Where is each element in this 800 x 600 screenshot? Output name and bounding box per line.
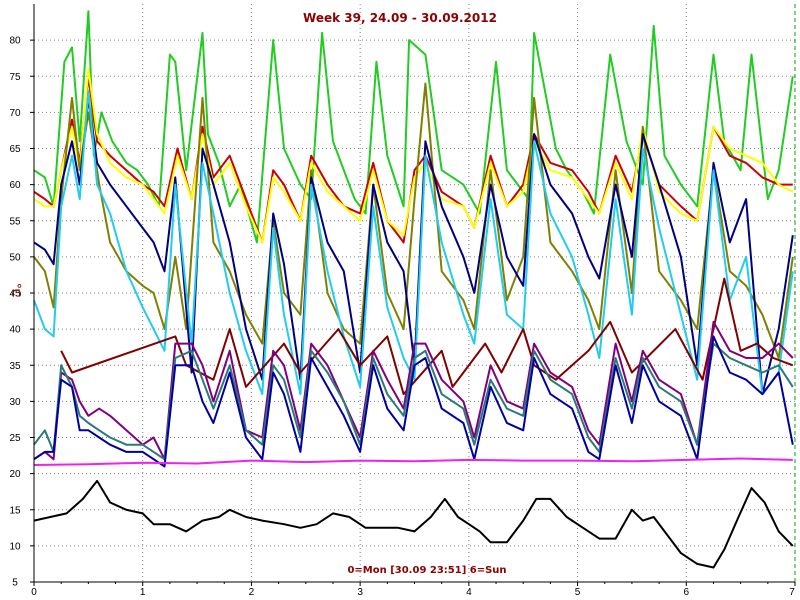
- series-lines: [33, 10, 794, 569]
- y-tick-label: 20: [9, 469, 21, 480]
- series-line-6: [33, 89, 794, 396]
- x-tick-label: 7: [789, 587, 795, 598]
- x-tick-label: 5: [575, 587, 581, 598]
- y-tick-label: 55: [9, 216, 21, 227]
- x-tick-label: 4: [466, 587, 472, 598]
- y-tick-label: 65: [9, 144, 21, 155]
- x-axis-label: 0=Mon [30.09 23:51] 6=Sun: [347, 565, 506, 576]
- x-tick-label: 1: [140, 587, 146, 598]
- x-tick-label: 6: [684, 587, 690, 598]
- y-tick-label: 40: [9, 325, 21, 336]
- y-tick-label: 5: [12, 578, 18, 589]
- y-tick-label: 10: [9, 541, 21, 552]
- series-line-11: [33, 457, 793, 466]
- y-tick-label: 25: [9, 433, 21, 444]
- chart-title: Week 39, 24.09 - 30.09.2012: [303, 11, 497, 25]
- y-tick-label: 35: [9, 361, 21, 372]
- y-tick-label: 45: [9, 289, 21, 300]
- x-tick-label: 3: [357, 587, 363, 598]
- y-tick-label: 30: [9, 397, 21, 408]
- series-line-1: [33, 10, 794, 244]
- x-tick-label: 2: [249, 587, 255, 598]
- y-tick-label: 50: [9, 252, 21, 263]
- y-tick-label: 80: [9, 36, 21, 47]
- y-tick-label: 70: [9, 108, 21, 119]
- y-tick-label: 75: [9, 72, 21, 83]
- series-line-10: [33, 335, 794, 468]
- series-line-5: [33, 96, 794, 396]
- series-line-8: [33, 320, 794, 461]
- series-line-9: [33, 342, 794, 461]
- series-line-12: [33, 479, 794, 569]
- y-axis-label: °C: [9, 283, 23, 297]
- y-tick-label: 60: [9, 180, 21, 191]
- series-line-7: [60, 277, 794, 396]
- y-tick-label: 15: [9, 505, 21, 516]
- x-tick-label: 0: [31, 587, 37, 598]
